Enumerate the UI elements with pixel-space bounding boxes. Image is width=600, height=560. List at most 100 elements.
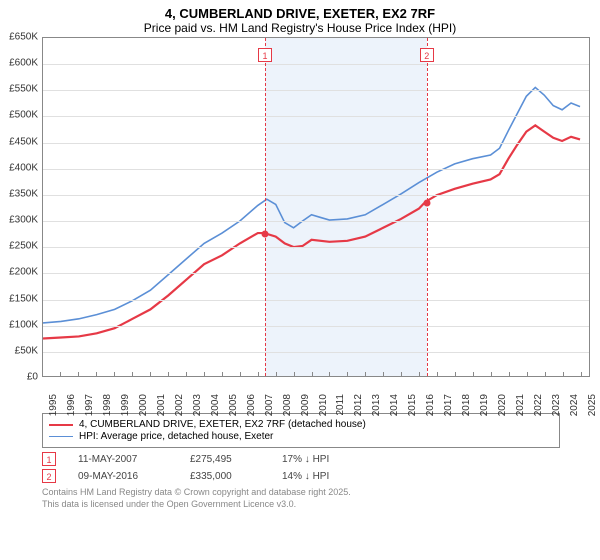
x-tick	[42, 372, 43, 377]
title-block: 4, CUMBERLAND DRIVE, EXETER, EX2 7RF Pri…	[0, 0, 600, 37]
y-tick-label: £350K	[9, 188, 38, 199]
x-tick-label: 2025	[587, 394, 598, 416]
x-tick	[222, 372, 223, 377]
x-tick-label: 2009	[300, 394, 311, 416]
title-line2: Price paid vs. HM Land Registry's House …	[0, 21, 600, 35]
x-tick-label: 2000	[138, 394, 149, 416]
series-dot	[423, 199, 430, 206]
x-tick	[114, 372, 115, 377]
footer-line1: Contains HM Land Registry data © Crown c…	[42, 487, 590, 499]
x-tick	[240, 372, 241, 377]
x-tick	[383, 372, 384, 377]
x-tick-label: 2002	[174, 394, 185, 416]
gridline-h	[43, 273, 589, 274]
x-tick-label: 2024	[569, 394, 580, 416]
event-marker-box: 1	[258, 48, 272, 62]
x-tick	[132, 372, 133, 377]
series-dot	[262, 231, 269, 238]
x-tick	[150, 372, 151, 377]
x-tick	[527, 372, 528, 377]
x-tick-label: 2013	[372, 394, 383, 416]
x-tick-label: 2008	[282, 394, 293, 416]
x-tick	[329, 372, 330, 377]
x-tick	[204, 372, 205, 377]
x-tick-label: 2014	[390, 394, 401, 416]
x-tick	[437, 372, 438, 377]
x-tick	[312, 372, 313, 377]
x-tick	[60, 372, 61, 377]
x-tick-label: 2022	[533, 394, 544, 416]
gridline-h	[43, 90, 589, 91]
y-axis-labels: £0£50K£100K£150K£200K£250K£300K£350K£400…	[0, 37, 40, 377]
x-tick-label: 2021	[515, 394, 526, 416]
y-tick-label: £550K	[9, 84, 38, 95]
y-tick-label: £600K	[9, 58, 38, 69]
y-tick-label: £250K	[9, 241, 38, 252]
x-tick-label: 2003	[192, 394, 203, 416]
gridline-h	[43, 247, 589, 248]
gridline-h	[43, 143, 589, 144]
x-tick-label: 2012	[354, 394, 365, 416]
gridline-h	[43, 64, 589, 65]
y-tick-label: £650K	[9, 32, 38, 43]
x-tick-label: 2018	[461, 394, 472, 416]
x-tick-label: 2016	[425, 394, 436, 416]
x-tick	[365, 372, 366, 377]
y-tick-label: £500K	[9, 110, 38, 121]
x-tick-label: 2007	[264, 394, 275, 416]
y-tick-label: £150K	[9, 293, 38, 304]
sales-marker-box: 2	[42, 469, 56, 483]
event-vline	[265, 38, 266, 376]
x-tick-label: 2017	[443, 394, 454, 416]
x-tick-label: 1995	[48, 394, 59, 416]
sales-date: 09-MAY-2016	[78, 471, 168, 482]
x-axis-labels: 1995199619971998199920002001200220032004…	[42, 377, 590, 407]
legend-swatch	[49, 424, 73, 426]
legend-label: HPI: Average price, detached house, Exet…	[79, 431, 273, 442]
y-tick-label: £50K	[15, 345, 38, 356]
x-tick	[168, 372, 169, 377]
x-tick	[455, 372, 456, 377]
x-tick	[276, 372, 277, 377]
gridline-h	[43, 300, 589, 301]
x-tick	[96, 372, 97, 377]
x-tick-label: 2001	[156, 394, 167, 416]
sales-delta: 17% ↓ HPI	[282, 454, 329, 465]
x-tick	[509, 372, 510, 377]
series-line-price_paid	[43, 125, 580, 338]
x-tick-label: 1996	[66, 394, 77, 416]
x-tick-label: 2011	[335, 394, 346, 416]
x-tick	[491, 372, 492, 377]
x-tick	[347, 372, 348, 377]
x-tick	[563, 372, 564, 377]
gridline-h	[43, 195, 589, 196]
sales-price: £335,000	[190, 471, 260, 482]
x-tick	[545, 372, 546, 377]
x-tick-label: 2020	[497, 394, 508, 416]
event-marker-box: 2	[420, 48, 434, 62]
x-tick	[473, 372, 474, 377]
x-tick	[419, 372, 420, 377]
y-tick-label: £300K	[9, 215, 38, 226]
sales-marker-box: 1	[42, 452, 56, 466]
plot-area: 12	[42, 37, 590, 377]
gridline-h	[43, 326, 589, 327]
x-tick	[401, 372, 402, 377]
sales-date: 11-MAY-2007	[78, 454, 168, 465]
chart-container: 4, CUMBERLAND DRIVE, EXETER, EX2 7RF Pri…	[0, 0, 600, 560]
legend: 4, CUMBERLAND DRIVE, EXETER, EX2 7RF (de…	[42, 413, 560, 448]
gridline-h	[43, 116, 589, 117]
legend-label: 4, CUMBERLAND DRIVE, EXETER, EX2 7RF (de…	[79, 419, 366, 430]
x-tick	[581, 372, 582, 377]
x-tick-label: 2004	[210, 394, 221, 416]
event-vline	[427, 38, 428, 376]
sales-row: 209-MAY-2016£335,00014% ↓ HPI	[42, 469, 560, 483]
footer-line2: This data is licensed under the Open Gov…	[42, 499, 590, 511]
y-tick-label: £450K	[9, 136, 38, 147]
x-tick-label: 1998	[102, 394, 113, 416]
gridline-h	[43, 352, 589, 353]
y-tick-label: £100K	[9, 319, 38, 330]
x-tick-label: 2015	[407, 394, 418, 416]
footer: Contains HM Land Registry data © Crown c…	[42, 487, 590, 510]
x-tick	[78, 372, 79, 377]
